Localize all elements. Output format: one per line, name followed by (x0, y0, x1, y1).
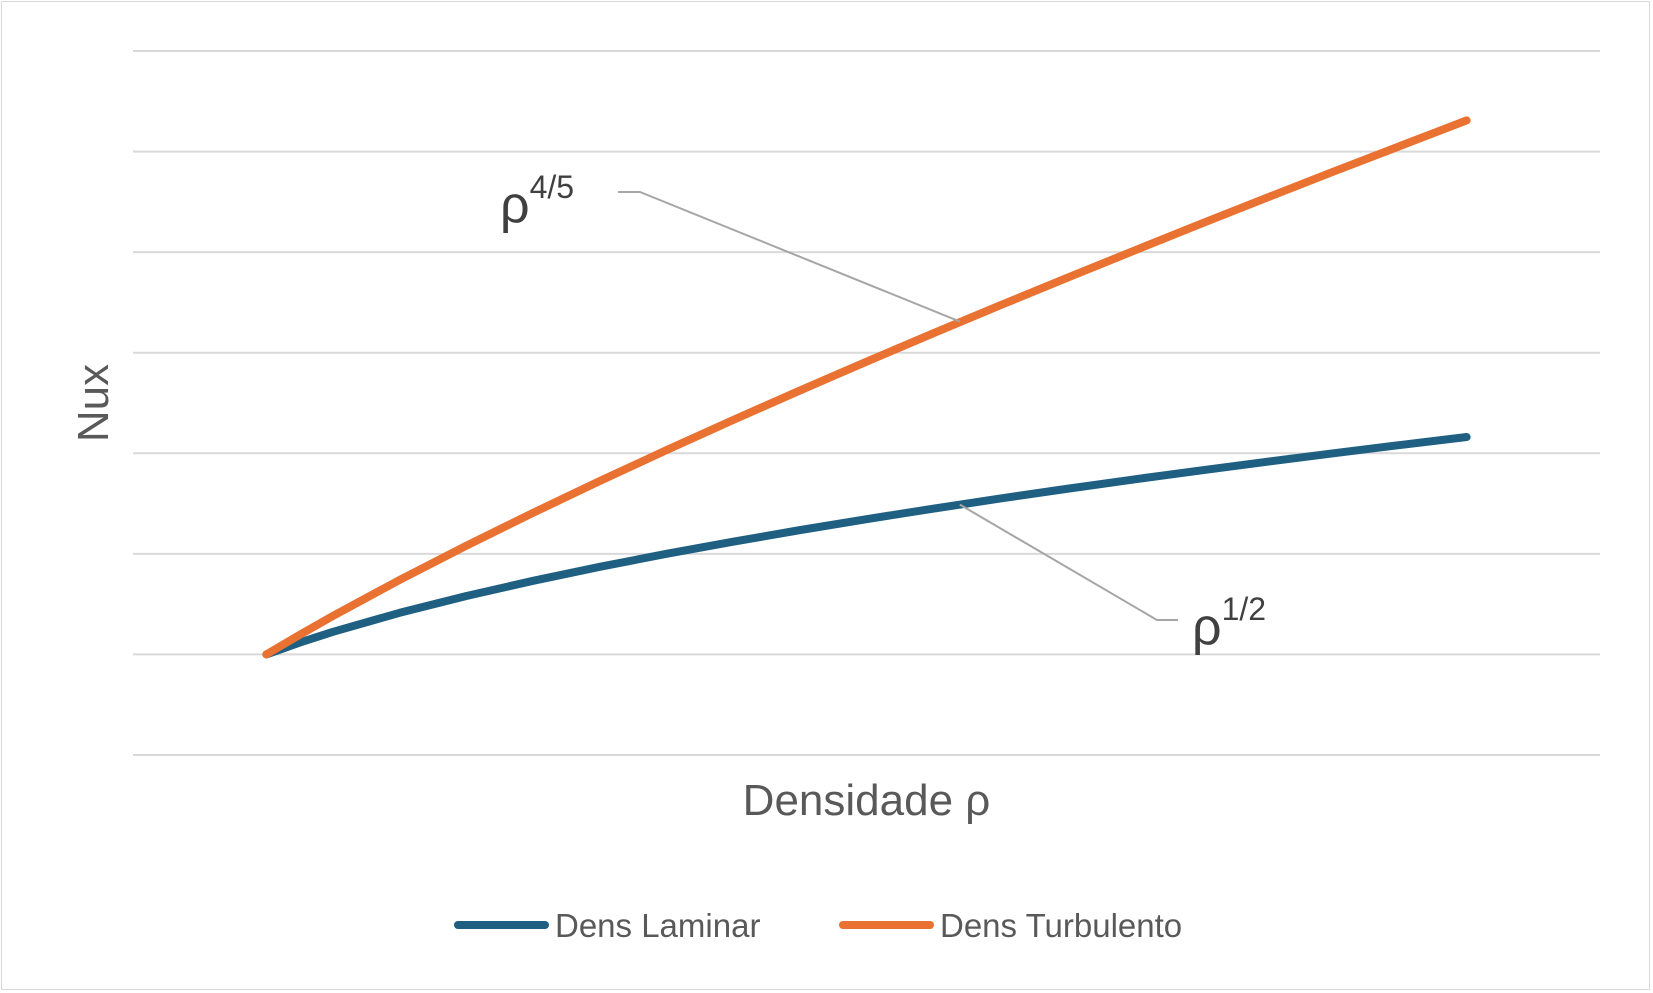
legend-label-dens-turbulento: Dens Turbulento (940, 907, 1182, 944)
y-axis-title: Nux (69, 364, 118, 442)
annotation-leader-line-turbulent (618, 191, 961, 323)
annotation-base: ρ (500, 176, 530, 234)
annotations: ρ4/5 ρ1/2 (500, 169, 1266, 656)
annotation-rho-4-5: ρ4/5 (500, 169, 574, 234)
annotation-exponent: 1/2 (1222, 591, 1266, 627)
legend-label-dens-laminar: Dens Laminar (555, 907, 760, 944)
annotation-rho-1-2: ρ1/2 (1192, 591, 1266, 656)
annotation-leader-line-laminar (959, 503, 1178, 621)
series-line-dens-turbulento (262, 116, 1471, 659)
annotation-exponent: 4/5 (530, 169, 574, 205)
gridlines (133, 50, 1600, 756)
x-axis-title: Densidade ρ (743, 776, 991, 825)
annotation-base: ρ (1192, 598, 1222, 656)
series-line-dens-laminar (262, 432, 1471, 659)
series-lines (262, 116, 1471, 659)
legend: Dens Laminar Dens Turbulento (454, 907, 1182, 944)
